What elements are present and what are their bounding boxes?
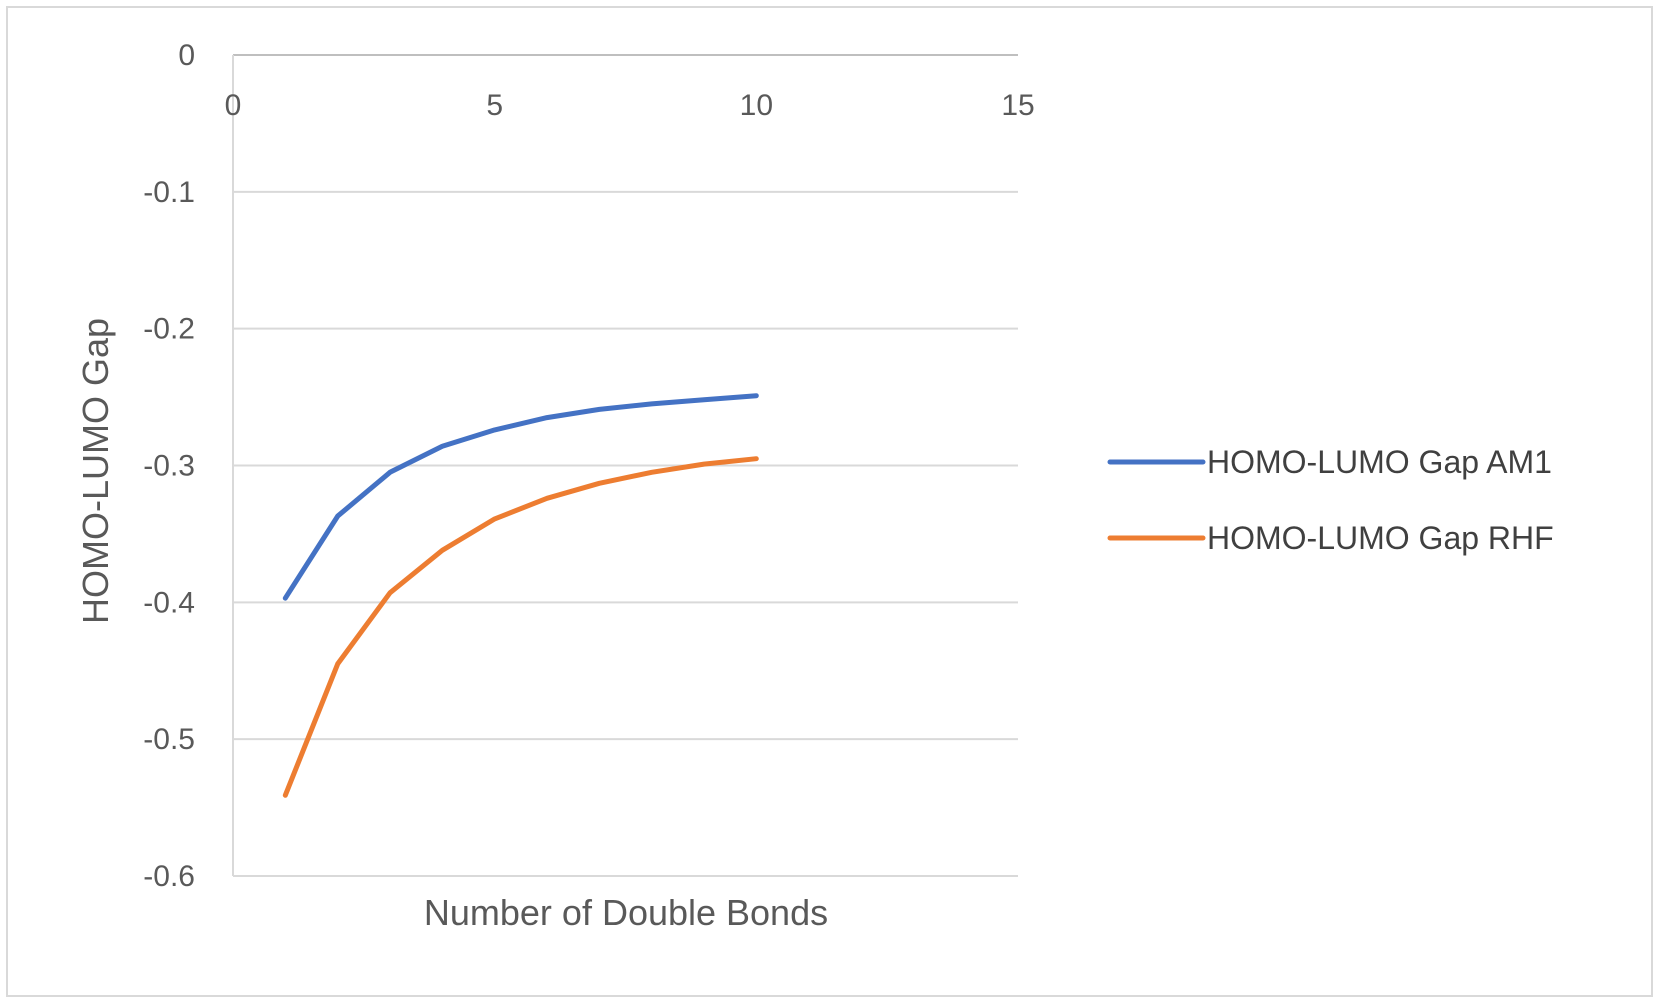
legend-entry-label: HOMO-LUMO Gap RHF (1207, 520, 1554, 556)
series-line-am1 (282, 393, 759, 601)
legend-entry-label: HOMO-LUMO Gap AM1 (1207, 444, 1552, 480)
y-tick-label: -0.3 (143, 450, 195, 483)
y-tick-labels: 0 -0.1 -0.2 -0.3 -0.4 -0.5 -0.6 (143, 39, 195, 893)
y-tick-label: -0.4 (143, 586, 195, 619)
legend: HOMO-LUMO Gap AM1 HOMO-LUMO Gap RHF (1107, 444, 1554, 556)
x-tick-label: 0 (225, 89, 242, 122)
series-line-rhf (282, 456, 759, 798)
y-tick-label: -0.5 (143, 723, 195, 756)
x-tick-labels: 0 5 10 15 (225, 89, 1035, 122)
x-axis-title: Number of Double Bonds (424, 892, 828, 933)
y-axis-title: HOMO-LUMO Gap (75, 318, 116, 624)
x-tick-label: 15 (1001, 89, 1034, 122)
y-tick-label: -0.6 (143, 860, 195, 893)
x-tick-label: 5 (486, 89, 503, 122)
y-tick-label: -0.2 (143, 313, 195, 346)
chart-frame (6, 6, 1653, 997)
gridlines (232, 54, 1018, 877)
y-tick-label: -0.1 (143, 176, 195, 209)
x-tick-label: 10 (740, 89, 773, 122)
y-tick-label: 0 (178, 39, 195, 72)
series-lines (282, 393, 759, 798)
